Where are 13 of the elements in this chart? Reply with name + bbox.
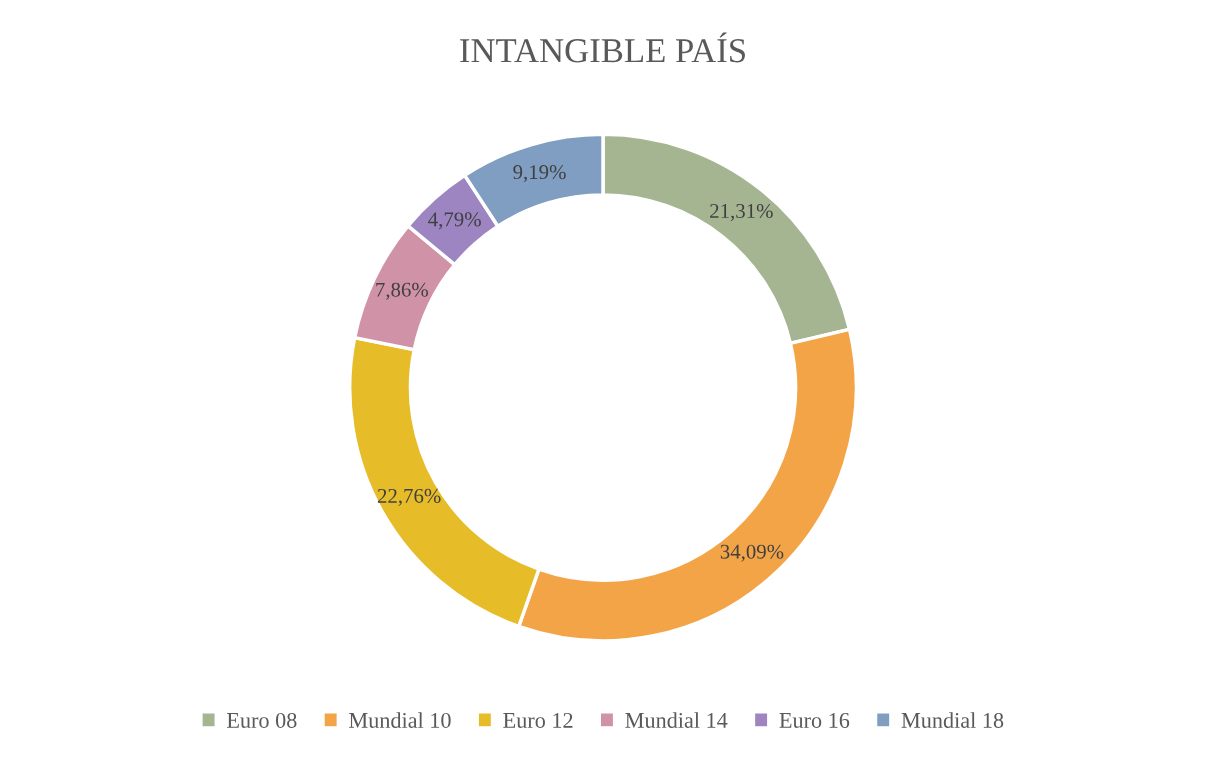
data-label: 9,19% <box>513 165 566 183</box>
legend-label: Euro 08 <box>227 712 297 728</box>
data-label: 34,09% <box>720 544 784 562</box>
legend-label: Mundial 18 <box>901 712 1004 728</box>
legend-label: Mundial 14 <box>625 712 728 728</box>
data-label: 4,79% <box>428 212 481 230</box>
data-label: 21,31% <box>710 203 773 221</box>
legend-label: Euro 16 <box>779 712 850 728</box>
legend-label: Mundial 10 <box>349 712 451 728</box>
legend-label: Euro 12 <box>503 712 573 728</box>
data-label: 7,86% <box>376 282 429 300</box>
chart-title: INTANGIBLE PAÍS <box>460 32 745 63</box>
data-label: 22,76% <box>377 488 441 506</box>
